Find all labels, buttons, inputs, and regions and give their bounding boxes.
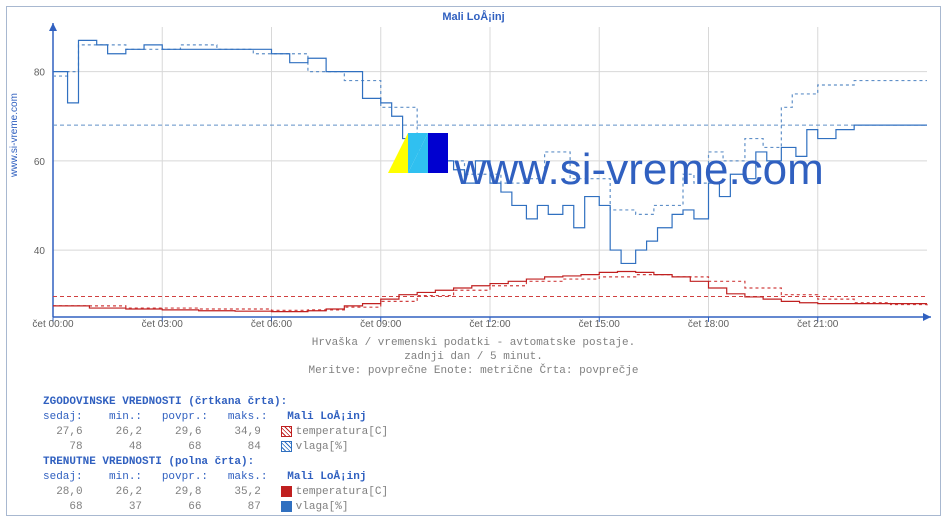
hist-col-row: sedaj: min.: povpr.: maks.: Mali LoÅ¡inj [43, 410, 388, 425]
swatch-vlaga-hist [281, 441, 292, 452]
watermark-logo [388, 133, 458, 177]
swatch-vlaga-curr [281, 501, 292, 512]
curr-row-temp: 28,0 26,2 29,8 35,2 temperatura[C] [43, 485, 388, 500]
svg-text:80: 80 [34, 68, 46, 79]
chart-title: Mali LoÅ¡inj [7, 11, 940, 23]
hist-header: ZGODOVINSKE VREDNOSTI (črtkana črta): [43, 395, 388, 410]
hist-row-vlaga: 78 48 68 84 vlaga[%] [43, 440, 388, 455]
chart-frame: www.si-vreme.com Mali LoÅ¡inj 406080 www… [6, 6, 941, 516]
site-label-vertical: www.si-vreme.com [9, 93, 20, 177]
curr-row-vlaga: 68 37 66 87 vlaga[%] [43, 500, 388, 515]
chart-area: 406080 www.si-vreme.com [53, 27, 927, 317]
subtitle-line-3: Meritve: povprečne Enote: metrične Črta:… [7, 365, 940, 377]
hist-row-temp: 27,6 26,2 29,6 34,9 temperatura[C] [43, 425, 388, 440]
subtitle-line-2: zadnji dan / 5 minut. [7, 351, 940, 363]
curr-col-row: sedaj: min.: povpr.: maks.: Mali LoÅ¡inj [43, 470, 388, 485]
x-axis-labels: čet 00:00čet 03:00čet 06:00čet 09:00čet … [53, 319, 927, 333]
swatch-temp-curr [281, 486, 292, 497]
watermark-text: www.si-vreme.com [455, 145, 824, 195]
swatch-temp-hist [281, 426, 292, 437]
svg-text:60: 60 [34, 157, 46, 168]
subtitle-line-1: Hrvaška / vremenski podatki - avtomatske… [7, 337, 940, 349]
curr-header: TRENUTNE VREDNOSTI (polna črta): [43, 455, 388, 470]
current-legend: TRENUTNE VREDNOSTI (polna črta): sedaj: … [43, 455, 388, 515]
svg-text:40: 40 [34, 246, 46, 257]
historical-legend: ZGODOVINSKE VREDNOSTI (črtkana črta): se… [43, 395, 388, 455]
